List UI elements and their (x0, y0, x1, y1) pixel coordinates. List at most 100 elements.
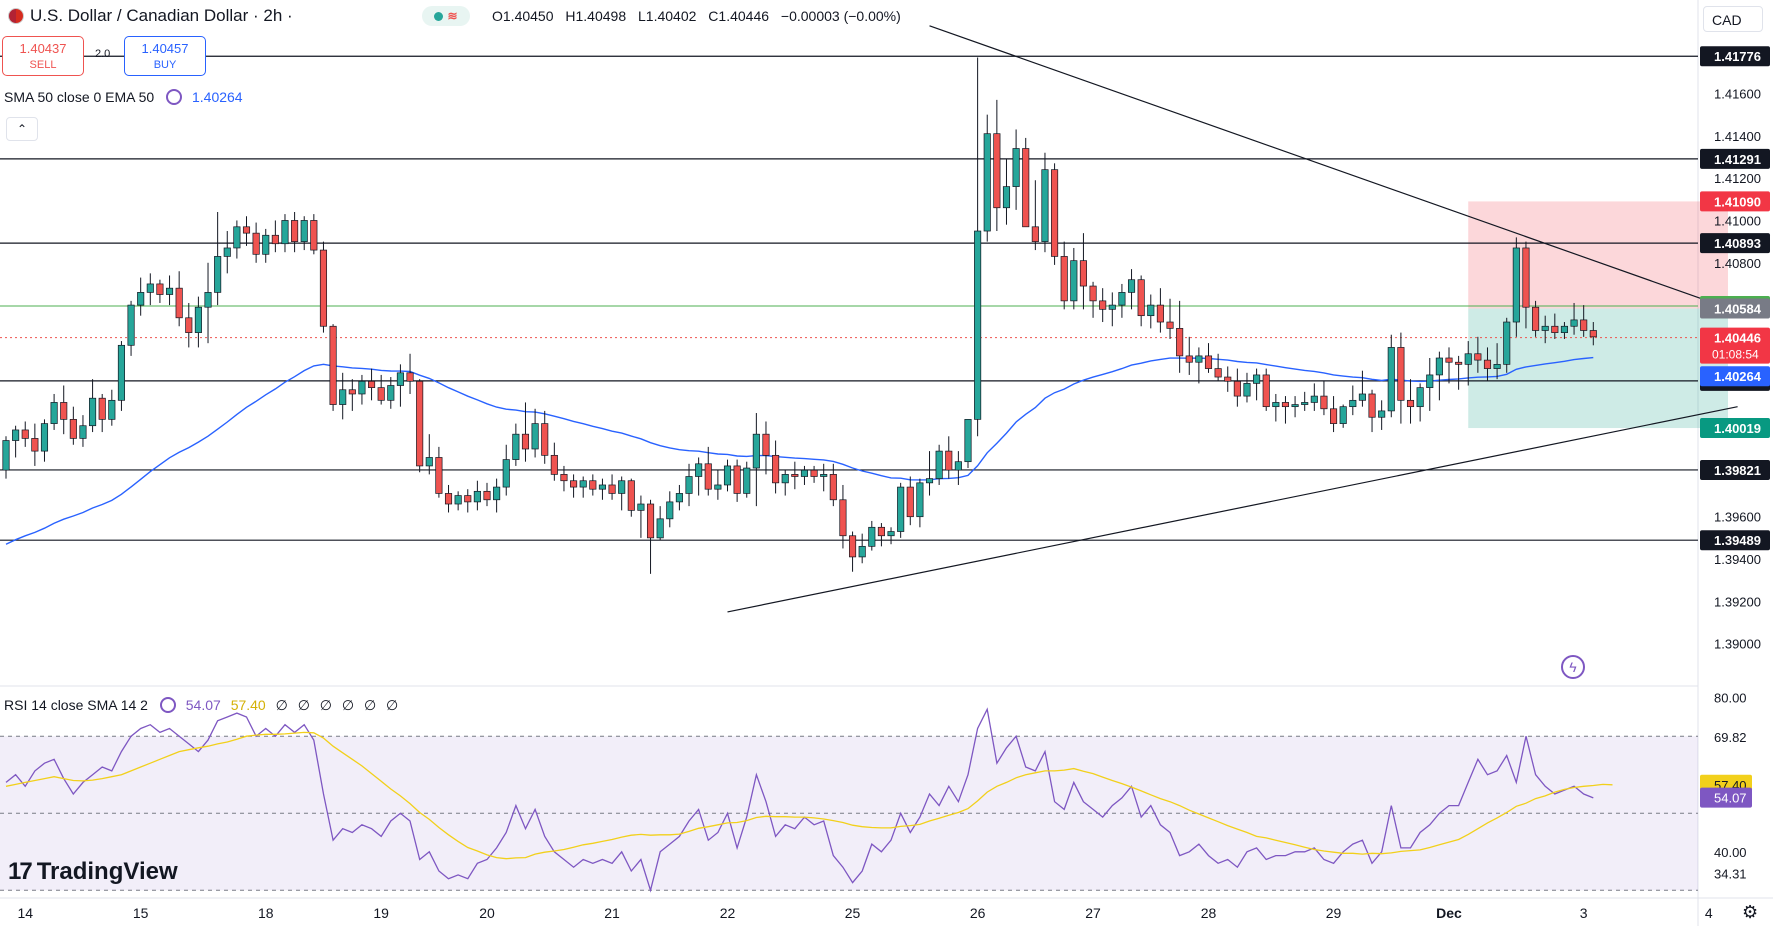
collapse-chevron-icon[interactable]: ⌃ (6, 117, 38, 141)
tradingview-logo: 17 TradingView (8, 858, 178, 886)
candle-body (252, 232, 260, 255)
buy-label: BUY (153, 59, 177, 71)
bolt-icon[interactable]: ϟ (1561, 655, 1585, 679)
candle-body (695, 463, 703, 477)
candle-body (146, 283, 154, 293)
market-status-toggle[interactable]: ≋ (422, 6, 470, 26)
tradingview-logo-mark: 17 (8, 858, 33, 885)
trendline (727, 406, 1738, 613)
candle-body (1166, 321, 1174, 329)
candle-body (858, 545, 866, 558)
sell-price: 1.40437 (19, 41, 67, 56)
candle-body (1493, 363, 1501, 369)
ohlc-open: O1.40450 (492, 8, 554, 24)
candle-body (1099, 300, 1107, 310)
candle-body (829, 474, 837, 501)
price-tag (1700, 459, 1770, 480)
price-tick-label: 1.41400 (1714, 129, 1761, 144)
sma-value: 1.40264 (191, 89, 243, 105)
candle-body (1204, 355, 1213, 369)
candle-body (512, 433, 520, 460)
candle-body (849, 535, 857, 558)
candle-body (1397, 347, 1405, 401)
candle-body (1330, 408, 1338, 424)
time-axis-label: 15 (133, 905, 149, 921)
candle-body (531, 423, 539, 450)
candle-body (618, 480, 626, 494)
candle-body (79, 425, 87, 439)
candle-body (570, 480, 578, 488)
settings-gear-icon[interactable]: ⚙ (1742, 902, 1759, 922)
candle-body (358, 380, 366, 395)
candle-body (1137, 279, 1145, 317)
candle-body (416, 380, 424, 467)
candle-body (579, 480, 587, 488)
candle-body (1108, 304, 1116, 310)
wave-icon: ≋ (447, 9, 458, 23)
candle-body (1339, 406, 1347, 424)
candle-body (954, 461, 962, 471)
candle-body (925, 478, 934, 484)
position-reward-zone (1468, 308, 1728, 429)
rsi-legend[interactable]: RSI 14 close SMA 14 2 54.07 57.40 ∅ ∅ ∅ … (4, 697, 401, 714)
candle-body (319, 249, 328, 327)
position-risk-zone (1468, 201, 1728, 309)
candle-body (60, 402, 68, 420)
candle-body (1378, 410, 1386, 418)
candle-body (464, 495, 472, 503)
symbol-title[interactable]: U.S. Dollar / Canadian Dollar · 2h · (8, 6, 293, 26)
candle-body (1224, 376, 1232, 382)
buy-button[interactable]: 1.40457 BUY (124, 36, 206, 76)
candle-body (685, 476, 693, 494)
candle-body (887, 531, 895, 537)
candle-body (1051, 169, 1059, 257)
candle-body (714, 484, 722, 490)
candle-body (348, 389, 356, 395)
candle-body (194, 306, 202, 333)
candle-body (69, 419, 77, 439)
candle-body (127, 304, 135, 346)
candle-body (1031, 226, 1039, 242)
candle-body (204, 292, 212, 308)
currency-selector[interactable]: CAD (1703, 6, 1763, 32)
price-tag (1700, 298, 1770, 319)
candle-body (1041, 169, 1049, 242)
candle-body (656, 518, 664, 539)
candle-body (868, 526, 876, 547)
rsi-tick-label: 40.00 (1714, 845, 1747, 860)
candle-body (589, 480, 597, 490)
ohlc-high: H1.40498 (565, 8, 627, 24)
candle-body (541, 423, 549, 456)
candle-body (1127, 279, 1136, 293)
price-tag (1700, 46, 1770, 67)
cycle-icon[interactable] (159, 697, 176, 713)
ohlc-close: C1.40446 (708, 8, 770, 24)
candle-body (598, 484, 606, 490)
candle-body (1233, 380, 1241, 397)
candle-body (1522, 247, 1530, 308)
candle-body (156, 283, 164, 295)
candle-body (473, 490, 481, 503)
sma-legend[interactable]: SMA 50 close 0 EMA 50 1.40264 (4, 89, 243, 105)
candle-body (387, 385, 395, 401)
candle-body (1281, 402, 1290, 408)
candle-body (444, 493, 453, 505)
candle-body (1089, 285, 1097, 302)
candle-body (608, 484, 616, 494)
sell-button[interactable]: 1.40437 SELL (2, 36, 84, 76)
time-axis-label: 25 (845, 905, 861, 921)
cycle-icon[interactable] (166, 89, 183, 105)
price-tag (1700, 530, 1770, 551)
candle-body (916, 482, 924, 518)
price-tick-label: 1.41200 (1714, 171, 1761, 186)
candle-body (406, 372, 414, 382)
candle-body (1560, 325, 1568, 333)
candle-body (1195, 355, 1203, 363)
price-tag-label: 1.39821 (1714, 463, 1761, 478)
candle-body (1435, 357, 1443, 376)
time-axis-label: 14 (17, 905, 33, 921)
candle-body (493, 486, 501, 501)
status-dot-icon (434, 11, 444, 21)
candle-body (733, 465, 741, 494)
